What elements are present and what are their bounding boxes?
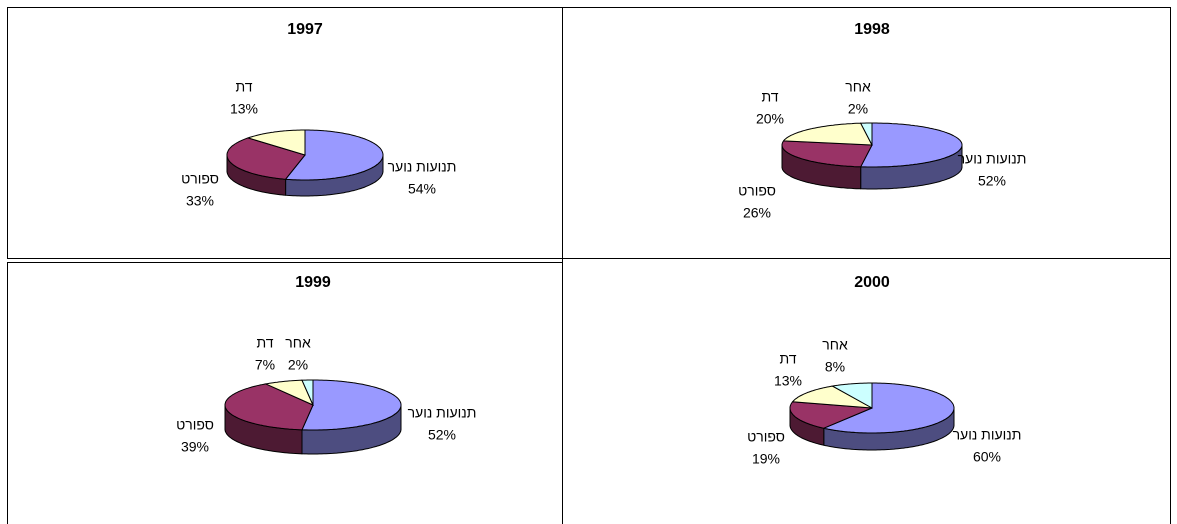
panel-frame [562,258,1171,524]
slice-label: תנועות נוער [408,405,477,421]
pie-slice [301,379,402,431]
slice-label: ספורט [181,171,219,187]
slice-label: תנועות נוער [388,159,457,175]
chart-title: 1997 [287,21,323,38]
value-label: 8% [825,359,845,375]
value-label: 13% [774,373,802,389]
slice-label: דת [235,79,252,95]
slice-label: אחר [822,337,848,353]
pie-slice [859,122,873,146]
slice-label: ספורט [738,183,776,199]
pie-slice [264,379,314,406]
value-label: 26% [743,205,771,221]
value-label: 13% [230,101,258,117]
chart-title: 1999 [295,274,331,291]
pie-slice [822,382,955,434]
chart-title: 1998 [854,21,890,38]
pie-slice [301,379,314,406]
pie-slice [781,140,873,168]
value-label: 33% [186,193,214,209]
slice-label: אחר [845,79,871,95]
value-label: 2% [848,101,868,117]
pie-slice [791,385,873,409]
slice-label: ספורט [747,429,785,445]
slice-label: דת [256,335,273,351]
pie-slice [831,382,873,409]
chart-title: 2000 [854,274,890,291]
value-label: 52% [428,427,456,443]
pie-slice [789,401,873,429]
value-label: 39% [181,439,209,455]
value-label: 19% [752,451,780,467]
pie-slice [284,129,384,181]
pie-slice [246,129,306,156]
value-label: 7% [255,357,275,373]
slice-label: ספורט [176,417,214,433]
slice-label: תנועות נוער [953,427,1022,443]
slice-label: תנועות נוער [958,151,1027,167]
pie-slice [226,137,306,180]
value-label: 54% [408,181,436,197]
slice-label: אחר [285,335,311,351]
value-label: 2% [288,357,308,373]
value-label: 60% [973,449,1001,465]
slice-label: דת [779,351,796,367]
slice-label: דת [761,89,778,105]
value-label: 20% [756,111,784,127]
pie-slice [859,122,963,168]
value-label: 52% [978,173,1006,189]
pie-slice [782,122,873,146]
